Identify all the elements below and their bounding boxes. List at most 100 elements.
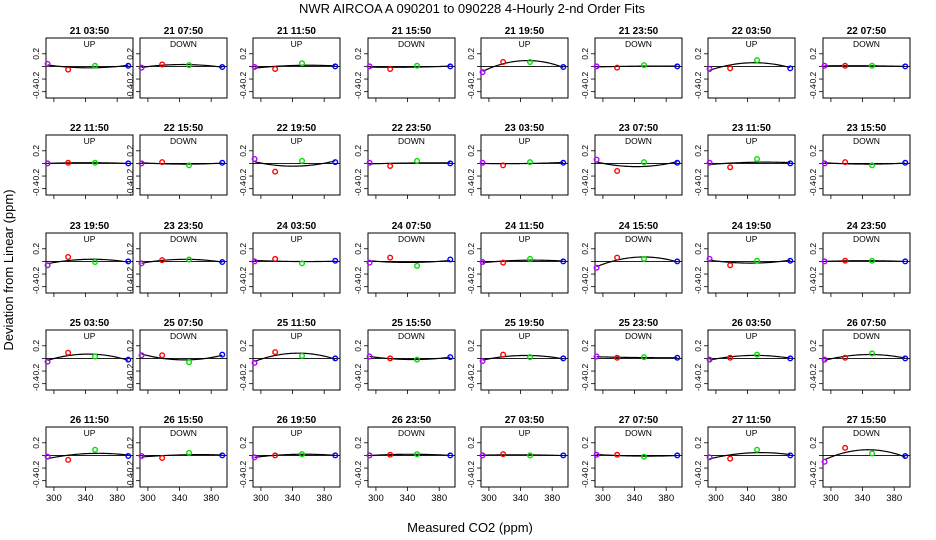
y-tick-label: 0.2: [238, 48, 248, 60]
panel-title: 27 11:50: [732, 415, 771, 426]
y-tick-label: 0.2: [580, 48, 590, 60]
y-tick-label: 0.2: [353, 145, 363, 157]
data-point: [125, 258, 132, 265]
panel-title: 22 15:50: [164, 123, 204, 134]
fit-curve: [709, 354, 791, 361]
panel-direction: DOWN: [170, 428, 197, 438]
data-point: [332, 63, 339, 70]
data-point: [500, 451, 507, 458]
y-tick-label: -0.4: [238, 84, 248, 99]
data-point: [527, 255, 534, 262]
x-tick-label: 380: [658, 493, 674, 504]
fit-curve: [596, 256, 678, 268]
y-tick-label: -0.4: [693, 279, 703, 294]
data-point: [560, 452, 567, 459]
y-tick-label: 0.2: [31, 48, 41, 60]
y-tick-label: 0.2: [238, 437, 248, 449]
data-point: [272, 255, 279, 262]
y-tick-label: 0.2: [580, 145, 590, 157]
data-point: [251, 155, 258, 162]
panel-direction: UP: [519, 234, 531, 244]
y-tick-label: -0.2: [580, 266, 590, 281]
y-tick-label: -0.4: [466, 279, 476, 294]
fit-curve: [254, 453, 336, 458]
data-point: [272, 452, 279, 459]
panel: 22 15:50 DOWN 0.2 -0.2-0.4: [125, 123, 228, 199]
panel-title: 26 19:50: [277, 415, 317, 426]
data-point: [641, 62, 648, 69]
data-point: [414, 356, 421, 363]
y-tick-label: -0.4: [353, 279, 363, 294]
panel-frame: [45, 426, 134, 488]
fit-curve: [824, 449, 906, 461]
y-tick-label: 0.2: [125, 340, 135, 352]
y-tick-label: 0.2: [353, 48, 363, 60]
x-tick-label: 380: [886, 493, 902, 504]
data-point: [869, 62, 876, 69]
panel-title: 24 19:50: [732, 221, 772, 232]
data-point: [706, 65, 713, 72]
fit-curve: [369, 65, 451, 68]
y-tick-label: -0.2: [125, 460, 135, 475]
data-point: [332, 159, 339, 166]
data-point: [447, 452, 454, 459]
data-point: [366, 63, 373, 70]
panel-frame: [822, 426, 911, 488]
panel-title: 24 15:50: [619, 221, 659, 232]
panel-title: 25 03:50: [70, 318, 110, 329]
panel-direction: UP: [291, 234, 303, 244]
data-point: [447, 160, 454, 167]
fit-curve: [47, 353, 129, 361]
y-tick-label: -0.4: [580, 279, 590, 294]
data-point: [500, 351, 507, 358]
data-point: [186, 162, 193, 169]
y-tick-label: 0.2: [125, 437, 135, 449]
y-tick-label: 0.2: [466, 340, 476, 352]
panel-title: 22 19:50: [277, 123, 317, 134]
panel-title: 23 15:50: [847, 123, 887, 134]
y-tick-label: -0.2: [580, 460, 590, 475]
data-point: [65, 349, 72, 356]
fit-curve: [141, 353, 223, 361]
panel-direction: DOWN: [625, 234, 652, 244]
panel: 26 15:50 DOWN 0.2 -0.2-0.4 300 340 380: [125, 415, 228, 504]
y-tick-label: -0.2: [580, 363, 590, 378]
data-point: [125, 453, 132, 460]
x-tick-label: 300: [368, 493, 384, 504]
data-point: [299, 451, 306, 458]
panel-title: 24 23:50: [847, 221, 887, 232]
data-point: [138, 260, 145, 267]
panel-direction: DOWN: [170, 331, 197, 341]
panel-direction: UP: [291, 331, 303, 341]
panel-direction: DOWN: [625, 136, 652, 146]
data-point: [219, 64, 226, 71]
data-point: [902, 355, 909, 362]
panel-direction: UP: [746, 331, 758, 341]
panel-direction: UP: [84, 428, 96, 438]
y-tick-label: 0.2: [580, 340, 590, 352]
panel-title: 25 11:50: [277, 318, 316, 329]
y-tick-label: -0.4: [808, 473, 818, 488]
data-point: [560, 258, 567, 265]
data-point: [614, 64, 621, 71]
data-point: [593, 63, 600, 70]
panel-title: 23 19:50: [70, 221, 110, 232]
panel-direction: UP: [746, 428, 758, 438]
panel-title: 26 11:50: [70, 415, 109, 426]
data-point: [219, 259, 226, 266]
panel-title: 25 19:50: [505, 318, 545, 329]
data-point: [44, 60, 51, 67]
data-point: [902, 258, 909, 265]
data-point: [414, 451, 421, 458]
panel-frame: [139, 329, 228, 391]
data-point: [754, 446, 761, 453]
fit-curve: [596, 453, 678, 457]
fit-curve: [141, 63, 223, 68]
y-tick-label: -0.2: [466, 168, 476, 183]
data-point: [159, 352, 166, 359]
panel-direction: UP: [519, 331, 531, 341]
fit-curve: [369, 259, 451, 264]
y-tick-label: -0.2: [238, 460, 248, 475]
